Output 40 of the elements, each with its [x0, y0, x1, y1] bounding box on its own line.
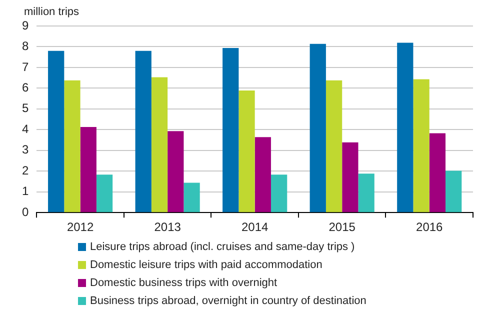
bar	[270, 174, 288, 212]
x-tick-label: 2016	[416, 220, 444, 234]
bar	[358, 174, 374, 212]
bar	[96, 174, 113, 212]
y-axis-title: million trips	[24, 6, 80, 18]
bar	[135, 50, 152, 212]
legend-label: Leisure trips abroad (incl. cruises and same-day trips )	[90, 241, 355, 253]
bar	[64, 80, 80, 212]
y-tick-label: 0	[22, 204, 29, 219]
bar	[48, 50, 64, 212]
bar	[326, 80, 342, 212]
legend-label: Domestic business trips with overnight	[90, 277, 278, 289]
bar	[254, 137, 271, 212]
bar	[168, 131, 184, 212]
y-tick-label: 9	[22, 18, 29, 32]
x-tick-label: 2013	[154, 220, 182, 234]
bar	[342, 142, 358, 212]
bar	[80, 126, 96, 212]
legend-label: Domestic leisure trips with paid accommodation	[90, 259, 322, 271]
legend-label: Business trips abroad, overnight in country of destination	[90, 295, 366, 307]
bar	[184, 182, 200, 212]
x-tick-label: 2015	[328, 220, 356, 234]
bar	[151, 77, 168, 212]
y-tick-label: 5	[22, 101, 29, 116]
y-tick-label: 7	[22, 60, 29, 74]
bar	[222, 48, 239, 212]
bar	[446, 170, 462, 212]
bar	[397, 42, 414, 212]
x-tick-label: 2014	[241, 220, 269, 234]
x-tick-label: 2012	[66, 220, 94, 234]
y-tick-label: 8	[22, 39, 29, 54]
bar	[413, 79, 430, 212]
bar	[310, 44, 326, 212]
y-tick-label: 1	[22, 184, 29, 198]
y-tick-label: 4	[22, 122, 29, 136]
y-tick-label: 2	[22, 163, 29, 178]
bar	[238, 90, 255, 212]
y-tick-label: 6	[22, 80, 29, 95]
bar	[429, 133, 446, 212]
y-tick-label: 3	[22, 142, 29, 157]
